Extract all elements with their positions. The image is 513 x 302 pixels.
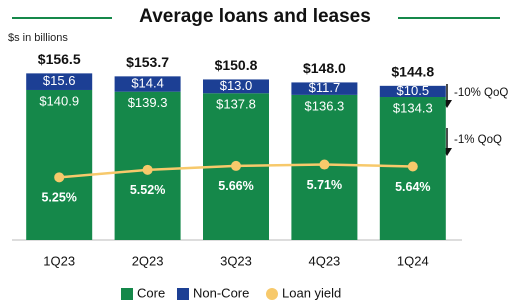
x-tick-label: 2Q23 [132,253,164,268]
value-label: $14.4 [131,75,164,90]
line-point [319,159,330,170]
value-label: $136.3 [305,98,345,113]
bar-segment [203,79,269,94]
annotation: -10% QoQ [454,87,508,99]
bar-segment [291,82,358,95]
line-point [407,161,418,172]
value-label: $11.7 [309,80,341,95]
total-label: $148.0 [303,60,346,76]
line-point [142,164,153,175]
bar-segment [26,73,93,90]
x-tick-label: 4Q23 [308,253,340,268]
bar-segment [26,89,93,240]
total-label: $144.8 [391,64,434,80]
value-label: $137.8 [216,97,256,112]
value-label: $10.5 [397,83,430,98]
total-label: $150.8 [215,57,258,73]
bar-segment [114,76,181,92]
legend-label: Core [137,285,165,300]
value-label: $139.3 [128,95,168,110]
legend-swatch [121,288,133,300]
line-point [54,172,65,183]
value-label: 5.71% [307,178,342,192]
value-label: $140.9 [39,93,79,108]
legend-label: Non-Core [193,285,249,300]
bar-segment [379,85,446,98]
legend-label: Loan yield [282,285,341,300]
total-label: $156.5 [38,51,81,67]
value-label: 5.64% [395,180,430,194]
line-point [231,160,241,171]
subtitle: $s in billions [8,32,68,44]
value-label: $13.0 [220,78,253,93]
chart-title: Average loans and leases [139,6,371,27]
legend-swatch [266,288,278,300]
value-label: $134.3 [393,100,433,115]
value-label: 5.66% [218,179,253,193]
x-tick-label: 1Q23 [43,253,75,268]
x-tick-label: 3Q23 [220,253,252,268]
value-label: $15.6 [43,73,76,88]
value-label: 5.25% [41,191,76,205]
annotation: -1% QoQ [454,134,502,146]
total-label: $153.7 [126,54,169,70]
x-tick-label: 1Q24 [397,253,429,268]
legend-swatch [177,288,189,300]
value-label: 5.52% [130,183,165,197]
